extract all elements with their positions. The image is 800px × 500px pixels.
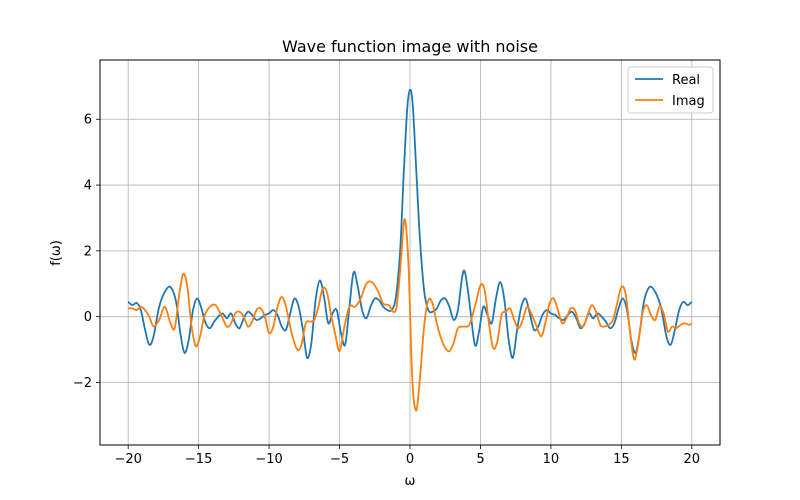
chart-title: Wave function image with noise <box>282 37 538 56</box>
legend: Real Imag <box>627 66 714 114</box>
series-lines <box>127 88 693 412</box>
y-tick-label: 2 <box>84 244 92 259</box>
y-tick-label: 4 <box>84 179 92 194</box>
y-axis-label: f(ω) <box>49 240 64 266</box>
series-line-real <box>127 88 693 360</box>
x-tick-label: 0 <box>406 452 414 467</box>
x-tick-label: −10 <box>255 452 282 467</box>
y-tick-label: −2 <box>73 376 92 391</box>
legend-label-imag: Imag <box>672 94 705 109</box>
y-tick-label: 6 <box>84 113 92 128</box>
x-axis-label: ω <box>405 474 416 489</box>
x-tick-label: 20 <box>684 452 701 467</box>
y-tick-label: 0 <box>84 310 92 325</box>
x-tick-label: 5 <box>476 452 484 467</box>
x-tick-label: 15 <box>613 452 630 467</box>
legend-label-real: Real <box>672 73 700 88</box>
x-tick-label: −5 <box>330 452 349 467</box>
x-tick-label: 10 <box>543 452 560 467</box>
series-line-imag <box>128 218 693 412</box>
x-tick-label: −15 <box>185 452 212 467</box>
x-tick-label: −20 <box>114 452 141 467</box>
